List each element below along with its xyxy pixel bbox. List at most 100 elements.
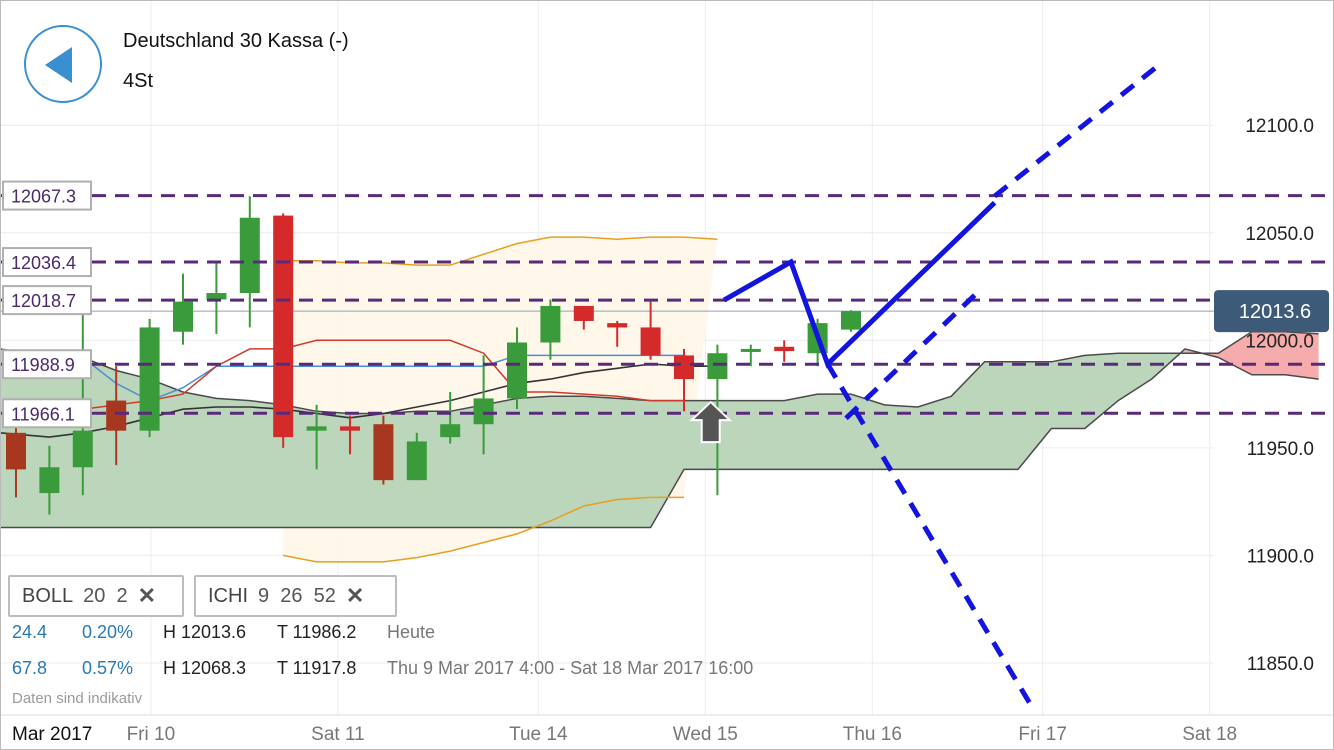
chikou-span bbox=[0, 363, 718, 438]
ichimoku-cloud-bull bbox=[0, 348, 1185, 528]
period-label: Thu 9 Mar 2017 4:00 - Sat 18 Mar 2017 16… bbox=[387, 658, 754, 678]
candle[interactable] bbox=[273, 213, 294, 448]
y-tick-label: 12100.0 bbox=[1245, 116, 1314, 137]
y-tick-label: 11950.0 bbox=[1247, 439, 1314, 460]
disclaimer: Daten sind indikativ bbox=[12, 690, 143, 707]
timeframe-label[interactable]: 4St bbox=[123, 70, 154, 92]
change-value: 24.4 bbox=[12, 622, 48, 642]
low-value: T 11986.2 bbox=[277, 622, 357, 642]
trend-line-dashed[interactable] bbox=[825, 362, 1034, 708]
level-label: 11966.1 bbox=[11, 404, 75, 424]
current-price-badge bbox=[1214, 290, 1329, 333]
candle-body bbox=[540, 305, 561, 343]
candle[interactable] bbox=[473, 355, 494, 455]
ichimoku-cloud-bear bbox=[1185, 331, 1319, 380]
level-label-box bbox=[2, 247, 92, 278]
candle[interactable] bbox=[306, 404, 327, 470]
back-button[interactable] bbox=[24, 25, 102, 103]
up-arrow-icon bbox=[689, 400, 733, 444]
high-value: H 12068.3 bbox=[163, 658, 247, 678]
x-tick-label: Sat 18 bbox=[1182, 724, 1237, 745]
close-icon[interactable]: ✕ bbox=[345, 583, 365, 608]
level-label: 12036.4 bbox=[11, 253, 76, 273]
y-tick-label: 11900.0 bbox=[1247, 546, 1314, 567]
candle-body bbox=[774, 346, 795, 352]
trend-drawings bbox=[722, 60, 1164, 708]
close-icon[interactable]: ✕ bbox=[137, 583, 157, 608]
candle-body bbox=[72, 430, 93, 468]
level-label: 12018.7 bbox=[11, 291, 76, 311]
candle-body bbox=[674, 355, 694, 380]
level-label-box bbox=[2, 285, 92, 316]
candle[interactable] bbox=[573, 305, 594, 330]
candle[interactable] bbox=[674, 348, 694, 412]
level-label-box bbox=[2, 398, 92, 429]
candle-body bbox=[841, 311, 861, 330]
indicator-chip-ichi[interactable]: ICHI 9 26 52 ✕ bbox=[194, 575, 397, 617]
change-percent: 0.20% bbox=[82, 622, 134, 642]
candle[interactable] bbox=[173, 273, 193, 345]
candle[interactable] bbox=[440, 391, 461, 444]
candle-body bbox=[573, 305, 594, 321]
level-label-box bbox=[2, 349, 92, 380]
candle[interactable] bbox=[139, 318, 160, 438]
trend-line-dashed[interactable] bbox=[842, 293, 977, 422]
x-tick-label: Sat 11 bbox=[311, 724, 365, 745]
indicator-name: ICHI bbox=[208, 584, 248, 607]
candle[interactable] bbox=[206, 262, 227, 334]
candle[interactable] bbox=[406, 432, 427, 481]
candle-body bbox=[106, 400, 127, 431]
kijun-sen bbox=[82, 354, 684, 402]
candle-body bbox=[440, 424, 461, 438]
candle[interactable] bbox=[640, 301, 661, 360]
candle-body bbox=[6, 432, 26, 470]
trend-line-dashed[interactable] bbox=[993, 60, 1164, 199]
change-percent: 0.57% bbox=[82, 658, 134, 678]
candle[interactable] bbox=[106, 366, 127, 466]
candle[interactable] bbox=[841, 310, 861, 332]
indicator-name: BOLL bbox=[22, 584, 74, 607]
candle-body bbox=[507, 342, 527, 399]
indicator-params: 20 2 bbox=[83, 584, 128, 607]
period-label: Heute bbox=[387, 622, 436, 642]
candle-body bbox=[607, 323, 628, 328]
y-axis: 11850.0 11900.0 11950.0 12000.0 12050.0 12100… bbox=[1245, 116, 1314, 675]
current-price-label: 12013.6 bbox=[1239, 301, 1311, 323]
candle-body bbox=[473, 398, 494, 425]
change-value: 67.8 bbox=[12, 658, 48, 678]
candle-body bbox=[373, 424, 394, 481]
candle-body bbox=[306, 426, 327, 431]
candle[interactable] bbox=[507, 327, 527, 410]
indicator-chip-boll[interactable]: BOLL 20 2 ✕ bbox=[8, 575, 184, 617]
price-levels: 12067.3 12036.4 12018.7 11988.9 11966.1 bbox=[0, 180, 1334, 429]
candle[interactable] bbox=[373, 415, 394, 485]
back-arrow-icon bbox=[45, 47, 72, 83]
candle-body bbox=[740, 348, 761, 352]
candle[interactable] bbox=[607, 320, 628, 347]
trend-line-solid[interactable] bbox=[722, 200, 997, 369]
candle-body bbox=[406, 441, 427, 481]
high-value: H 12013.6 bbox=[163, 622, 247, 642]
bollinger-lower bbox=[283, 496, 684, 563]
indicator-params: 9 26 52 bbox=[258, 584, 336, 607]
candle[interactable] bbox=[39, 445, 60, 515]
candle-body bbox=[707, 353, 728, 380]
candle[interactable] bbox=[239, 196, 260, 328]
level-label-box bbox=[2, 180, 92, 211]
candle[interactable] bbox=[340, 415, 360, 455]
x-tick-label: Thu 16 bbox=[843, 724, 902, 745]
candle[interactable] bbox=[740, 344, 761, 367]
x-tick-label: Mar 2017 bbox=[12, 724, 92, 745]
candle-body bbox=[640, 327, 661, 356]
y-tick-label: 11850.0 bbox=[1247, 654, 1314, 675]
candle-body bbox=[39, 467, 60, 494]
candle[interactable] bbox=[540, 299, 561, 360]
candle-body bbox=[239, 217, 260, 294]
x-tick-label: Fri 17 bbox=[1018, 724, 1067, 745]
candle[interactable] bbox=[774, 340, 795, 362]
candle[interactable] bbox=[6, 426, 26, 498]
x-tick-label: Fri 10 bbox=[127, 724, 176, 745]
candles bbox=[6, 196, 861, 515]
